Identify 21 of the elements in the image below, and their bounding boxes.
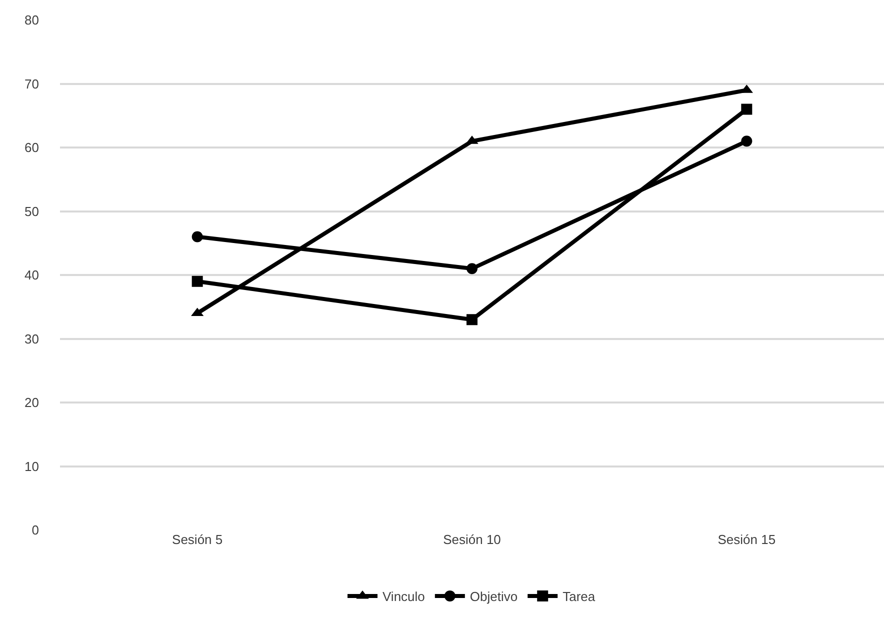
point (741, 104, 752, 115)
point (192, 231, 203, 242)
x-tick-label: Sesión 10 (443, 532, 501, 547)
y-tick-label: 30 (24, 331, 39, 346)
y-tick-label: 50 (24, 204, 39, 219)
legend-label: Objetivo (470, 589, 518, 604)
y-tick-label: 60 (24, 140, 39, 156)
y-tick-label: 40 (24, 268, 39, 283)
point (741, 136, 752, 147)
point (466, 263, 478, 274)
y-tick-label: 0 (32, 522, 39, 538)
y-tick-label: 70 (24, 76, 39, 92)
point (192, 276, 203, 287)
x-tick-label: Sesión 5 (172, 532, 223, 547)
y-tick-label: 20 (24, 395, 39, 410)
legend-label: Tarea (562, 589, 596, 604)
point (466, 314, 478, 326)
legend-label: Vinculo (382, 589, 425, 604)
y-tick-label: 10 (24, 458, 39, 474)
y-tick-label: 80 (24, 12, 39, 28)
x-tick-label: Sesión 15 (718, 532, 776, 547)
